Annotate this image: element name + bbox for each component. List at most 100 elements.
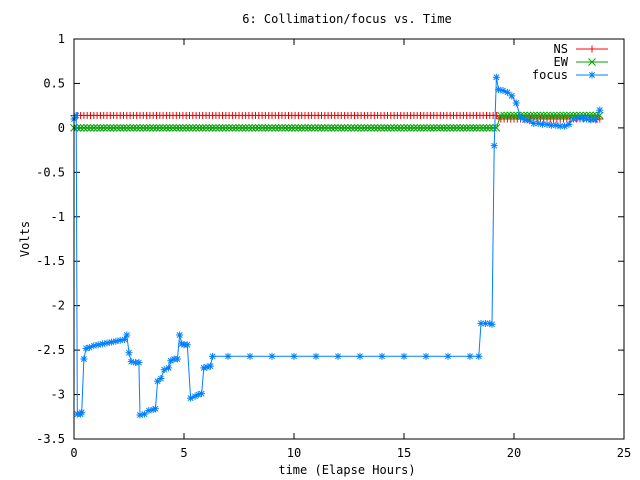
data-point-EW xyxy=(278,124,286,132)
data-point-EW xyxy=(559,111,568,120)
data-point-EW xyxy=(500,111,508,120)
data-point-EW xyxy=(225,124,233,132)
y-tick-label: -3.5 xyxy=(36,432,65,446)
data-point-EW xyxy=(258,124,266,132)
data-point-EW xyxy=(159,124,167,132)
data-point-focus xyxy=(422,352,430,360)
data-point-focus xyxy=(99,340,107,348)
data-point-EW xyxy=(109,124,118,132)
data-point-EW xyxy=(80,124,88,132)
x-tick-label: 15 xyxy=(397,446,411,460)
data-point-EW xyxy=(423,124,431,132)
data-point-focus xyxy=(486,319,494,327)
data-point-EW xyxy=(169,124,177,132)
data-point-focus xyxy=(85,343,93,351)
data-point-focus xyxy=(543,120,551,128)
data-point-EW xyxy=(546,111,555,120)
data-point-EW xyxy=(179,124,187,132)
data-point-EW xyxy=(185,124,194,132)
data-point-EW xyxy=(103,124,111,132)
data-point-focus xyxy=(151,405,159,413)
data-point-EW xyxy=(393,124,402,132)
data-point-EW xyxy=(304,124,313,132)
data-point-EW xyxy=(383,124,392,132)
data-point-focus xyxy=(565,120,573,128)
data-point-focus xyxy=(94,341,102,349)
data-point-focus xyxy=(200,364,208,372)
data-point-EW xyxy=(562,111,571,120)
data-point-EW xyxy=(340,124,349,132)
data-point-EW xyxy=(549,111,558,120)
data-point-EW xyxy=(245,124,253,132)
data-point-EW xyxy=(363,124,372,132)
data-point-EW xyxy=(261,124,270,132)
plot-series xyxy=(70,73,604,419)
data-point-EW xyxy=(370,124,379,132)
data-point-focus xyxy=(356,352,364,360)
data-point-EW xyxy=(202,124,210,132)
data-point-EW xyxy=(307,124,316,132)
data-point-EW xyxy=(553,111,561,120)
data-point-focus xyxy=(539,120,547,128)
data-point-EW xyxy=(436,124,445,132)
legend-label-EW: EW xyxy=(554,55,569,69)
data-point-EW xyxy=(198,124,207,132)
data-point-EW xyxy=(446,124,455,132)
data-point-EW xyxy=(175,124,184,132)
data-point-EW xyxy=(406,124,415,132)
data-point-EW xyxy=(334,124,342,132)
data-point-focus xyxy=(157,375,165,383)
data-point-EW xyxy=(76,124,85,132)
data-point-EW xyxy=(251,124,260,132)
data-point-focus xyxy=(569,115,577,123)
y-tick-label: -0.5 xyxy=(36,165,65,179)
data-point-focus xyxy=(178,340,186,348)
data-point-EW xyxy=(106,124,115,132)
data-point-EW xyxy=(327,124,336,132)
data-point-EW xyxy=(248,124,257,132)
data-point-EW xyxy=(113,124,121,132)
data-point-EW xyxy=(462,124,471,132)
data-point-focus xyxy=(112,337,120,345)
data-point-EW xyxy=(556,111,565,120)
data-point-EW xyxy=(429,124,438,132)
data-point-EW xyxy=(390,124,398,132)
data-point-focus xyxy=(547,121,555,129)
data-point-EW xyxy=(443,124,451,132)
data-point-EW xyxy=(231,124,240,132)
data-point-EW xyxy=(386,124,395,132)
y-tick-label: -2 xyxy=(51,299,65,313)
data-point-EW xyxy=(396,124,405,132)
data-point-focus xyxy=(596,106,604,114)
data-point-EW xyxy=(459,124,468,132)
data-point-EW xyxy=(122,124,131,132)
data-point-EW xyxy=(476,124,484,132)
data-point-EW xyxy=(456,124,464,132)
data-point-EW xyxy=(274,124,283,132)
data-point-focus xyxy=(490,142,498,150)
data-point-EW xyxy=(93,124,101,132)
data-point-EW xyxy=(152,124,161,132)
data-point-EW xyxy=(142,124,151,132)
data-point-EW xyxy=(268,124,276,132)
data-point-EW xyxy=(449,124,458,132)
data-point-focus xyxy=(552,121,560,129)
data-point-EW xyxy=(287,124,296,132)
data-point-EW xyxy=(228,124,237,132)
data-point-EW xyxy=(218,124,227,132)
data-point-EW xyxy=(400,124,408,132)
data-point-EW xyxy=(403,124,412,132)
data-point-focus xyxy=(508,92,516,100)
data-point-EW xyxy=(271,124,280,132)
data-point-EW xyxy=(294,124,303,132)
data-point-EW xyxy=(373,124,382,132)
legend-marker-NS xyxy=(588,45,596,53)
data-point-EW xyxy=(83,124,92,132)
data-point-focus xyxy=(82,344,90,352)
data-point-EW xyxy=(96,124,105,132)
data-point-EW xyxy=(238,124,247,132)
y-tick-label: 1 xyxy=(58,32,65,46)
data-point-EW xyxy=(132,124,141,132)
data-point-focus xyxy=(481,319,489,327)
